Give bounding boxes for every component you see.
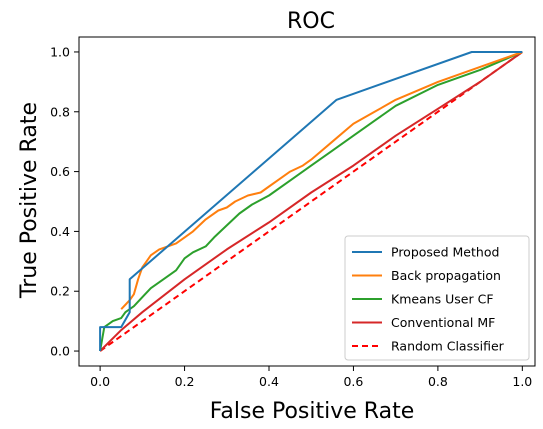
- series-line-kmeans-user-cf: [99, 51, 523, 352]
- legend-items: Proposed Method Back propagation Kmeans Us…: [352, 245, 505, 354]
- legend-box: [344, 235, 530, 361]
- x-tick-label: 1.0: [512, 374, 532, 389]
- series-line-proposed-method: [99, 51, 523, 351]
- x-tick-label: 0.6: [343, 374, 363, 389]
- y-tick-label: 0.0: [50, 344, 70, 359]
- x-tick-label: 0.0: [90, 374, 110, 389]
- y-tick-label: 0.8: [50, 104, 70, 119]
- series-line-conventional-mf: [99, 51, 523, 352]
- legend-label-proposed-method: Proposed Method: [391, 245, 499, 260]
- x-axis-title: False Positive Rate: [210, 399, 414, 424]
- x-tick-label: 0.8: [428, 374, 448, 389]
- y-axis-title: True Positive Rate: [17, 102, 42, 299]
- legend: Proposed Method Back propagation Kmeans Us…: [344, 235, 530, 361]
- legend-label-back-propagation: Back propagation: [391, 268, 501, 283]
- legend-label-kmeans-user-cf: Kmeans User CF: [391, 292, 494, 307]
- chart-title: ROC: [287, 9, 335, 34]
- legend-label-random-classifier: Random Classifier: [391, 339, 505, 354]
- y-tick-label: 1.0: [50, 44, 70, 59]
- y-tick-label: 0.2: [50, 284, 70, 299]
- x-tick-label: 0.4: [259, 374, 279, 389]
- ticks-layer: 0.0 0.2 0.4 0.6 0.8 1.0 0.0 0.2 0.4 0.6 0.8 1.0: [50, 44, 532, 389]
- y-tick-label: 0.4: [50, 224, 70, 239]
- y-tick-label: 0.6: [50, 164, 70, 179]
- series-line-back-propagation: [120, 51, 523, 310]
- series-line-random-classifier: [99, 51, 523, 352]
- x-tick-label: 0.2: [175, 374, 195, 389]
- legend-label-conventional-mf: Conventional MF: [391, 315, 495, 330]
- series-layer: [99, 51, 523, 352]
